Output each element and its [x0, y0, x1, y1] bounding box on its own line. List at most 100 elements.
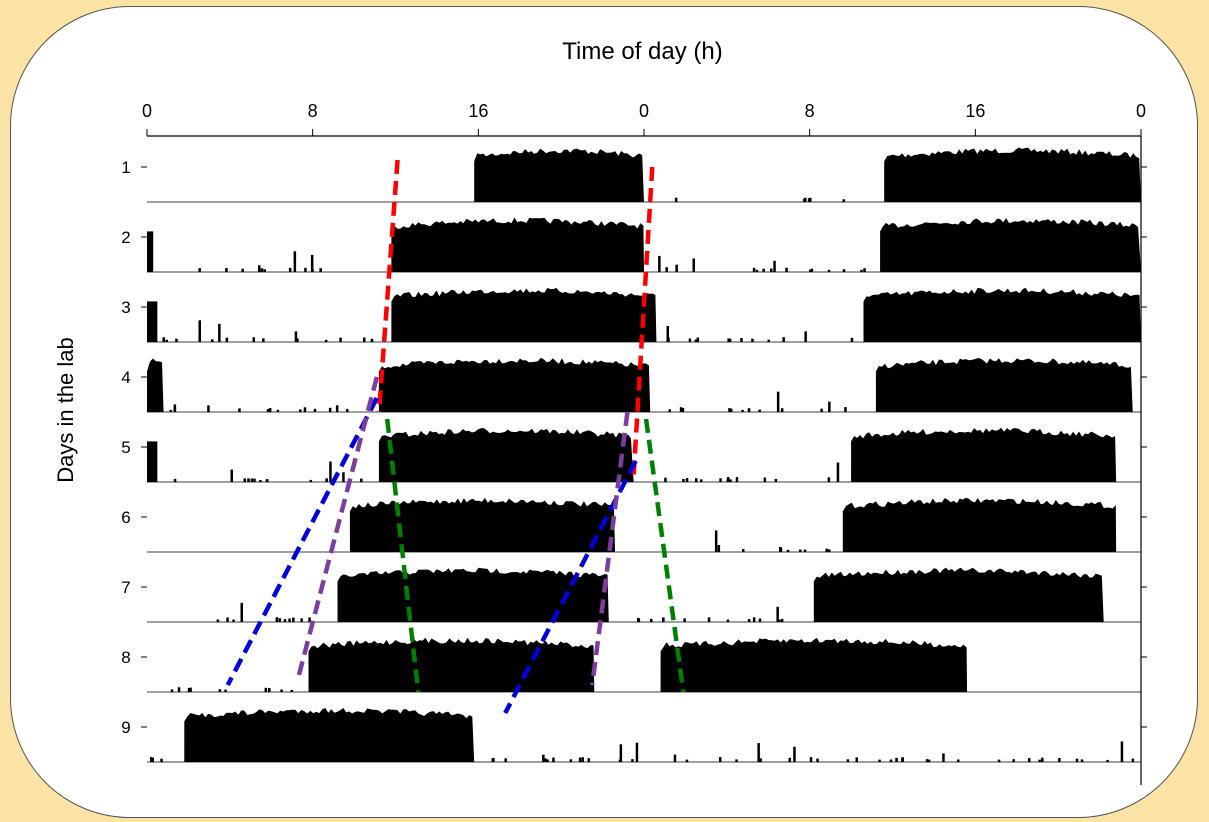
y-tick-label: 9 — [121, 718, 130, 737]
activity-spike — [666, 326, 669, 342]
activity-spike — [846, 759, 850, 762]
activity-spike — [776, 391, 780, 412]
activity-spike — [264, 687, 268, 692]
activity-spike — [658, 255, 661, 272]
activity-spike — [268, 408, 272, 412]
activity-spike — [198, 268, 201, 272]
activity-bout — [147, 358, 164, 412]
activity-spike — [707, 617, 711, 622]
activity-bout — [842, 497, 1117, 552]
activity-spike — [695, 478, 698, 482]
activity-spike — [773, 260, 776, 272]
phase-line — [295, 376, 380, 679]
phase-line — [376, 159, 400, 413]
activity-spike — [207, 405, 210, 412]
activity-spike — [827, 269, 831, 272]
activity-spike — [310, 254, 314, 272]
activity-spike — [578, 757, 582, 762]
activity-spike — [752, 267, 756, 272]
activity-spike — [504, 758, 507, 762]
activity-spike — [780, 618, 784, 622]
activity-bout — [875, 358, 1133, 412]
activity-bout — [378, 357, 651, 412]
activity-spike — [198, 320, 201, 342]
activity-spike — [160, 758, 163, 762]
activity-bout — [147, 301, 158, 342]
activity-spike — [735, 759, 738, 762]
activity-spike — [767, 339, 770, 342]
activity-spike — [682, 478, 685, 482]
activity-spike — [762, 268, 765, 272]
activity-spike — [370, 338, 374, 342]
activity-spike — [714, 530, 718, 552]
activity-spike — [635, 742, 639, 762]
activity-bout — [880, 218, 1141, 272]
activity-spike — [259, 480, 262, 482]
activity-spike — [778, 619, 781, 622]
activity-spike — [177, 687, 181, 692]
activity-bout — [147, 441, 158, 482]
activity-bout — [308, 637, 595, 692]
activity-spike — [243, 478, 246, 482]
activity-spike — [836, 462, 840, 482]
activity-spike — [889, 759, 893, 762]
activity-spike — [241, 268, 244, 272]
activity-spike — [688, 338, 692, 342]
y-tick-label: 1 — [121, 158, 130, 177]
activity-spike — [268, 688, 271, 692]
activity-spike — [786, 549, 790, 552]
activity-spike — [162, 337, 165, 342]
activity-spike — [300, 618, 303, 622]
activity-spike — [820, 408, 823, 412]
activity-spike — [692, 258, 695, 272]
activity-spike — [1028, 758, 1031, 762]
activity-spike — [751, 338, 754, 342]
activity-spike — [758, 618, 762, 622]
activity-spike — [216, 619, 220, 622]
activity-spike — [942, 753, 945, 762]
activity-spike — [173, 408, 177, 412]
activity-bout — [813, 567, 1104, 622]
activity-spike — [339, 337, 342, 342]
activity-spike — [290, 689, 293, 692]
activity-spike — [288, 618, 291, 622]
activity-spike — [664, 477, 667, 482]
activity-spike — [863, 268, 866, 272]
activity-spike — [780, 408, 784, 412]
y-tick-label: 7 — [121, 578, 130, 597]
activity-spike — [328, 407, 332, 412]
activity-spike — [258, 265, 261, 272]
activity-spike — [719, 757, 722, 762]
activity-spike — [1058, 758, 1061, 762]
activity-spike — [719, 478, 722, 482]
activity-spike — [683, 618, 686, 622]
activity-spike — [218, 689, 222, 692]
activity-spike — [755, 269, 759, 272]
x-tick-label: 8 — [805, 101, 815, 121]
activity-bout — [851, 427, 1117, 482]
activity-spike — [335, 405, 339, 412]
activity-spike — [587, 758, 590, 762]
activity-spike — [546, 759, 549, 762]
activity-spike — [1075, 758, 1079, 762]
activity-spike — [491, 758, 495, 762]
activity-spike — [763, 477, 767, 482]
activity-spike — [631, 759, 634, 762]
activity-bout — [391, 287, 657, 342]
activity-spike — [311, 269, 314, 272]
phase-line — [384, 418, 421, 693]
activity-spike — [225, 337, 229, 342]
activity-spike — [294, 331, 298, 342]
activity-spike — [169, 409, 172, 412]
activity-spike — [758, 409, 761, 412]
activity-spike — [252, 337, 255, 342]
activity-spike — [324, 339, 328, 342]
activity-spike — [238, 408, 241, 412]
x-tick-label: 16 — [965, 101, 985, 121]
phase-line — [631, 166, 655, 476]
activity-spike — [727, 338, 730, 342]
activity-spike — [793, 746, 796, 762]
activity-spike — [265, 479, 269, 482]
activity-spike — [694, 339, 698, 342]
activity-bout — [660, 637, 968, 692]
